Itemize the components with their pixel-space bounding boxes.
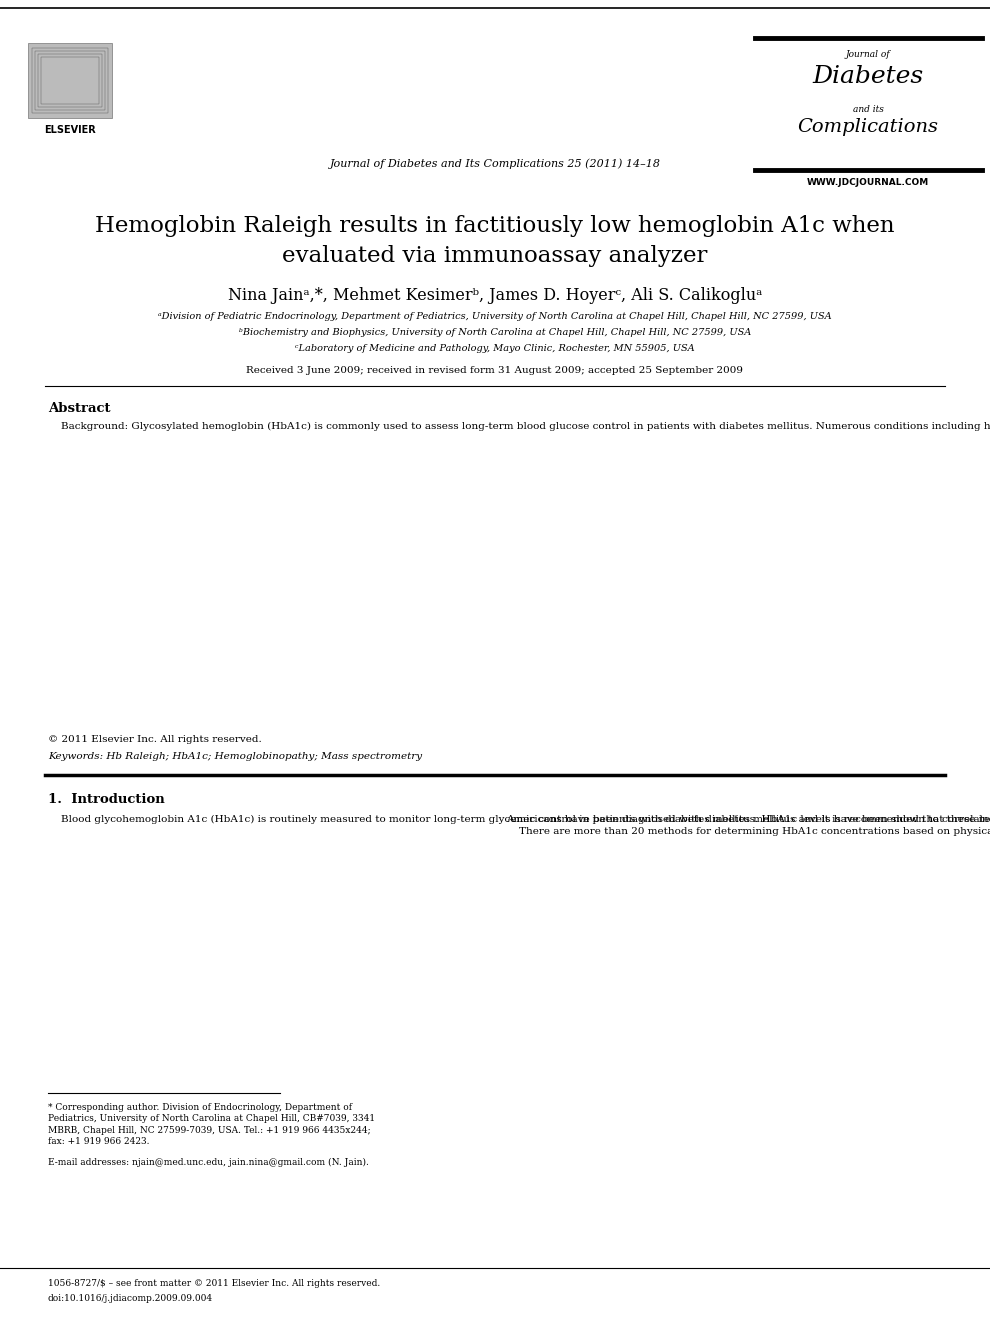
- Text: Diabetes: Diabetes: [813, 65, 924, 88]
- Bar: [41, 57, 99, 104]
- Text: Background: Glycosylated hemoglobin (HbA1c) is commonly used to assess long-term: Background: Glycosylated hemoglobin (HbA…: [48, 422, 990, 432]
- Text: and its: and its: [852, 106, 883, 114]
- Text: © 2011 Elsevier Inc. All rights reserved.: © 2011 Elsevier Inc. All rights reserved…: [48, 735, 261, 744]
- Text: Abstract: Abstract: [48, 403, 111, 414]
- Text: Journal of Diabetes and Its Complications 25 (2011) 14–18: Journal of Diabetes and Its Complication…: [330, 158, 660, 169]
- Text: Americans have been diagnosed with diabetes mellitus and it is recommended that : Americans have been diagnosed with diabe…: [506, 814, 990, 836]
- Text: ᵇBiochemistry and Biophysics, University of North Carolina at Chapel Hill, Chape: ᵇBiochemistry and Biophysics, University…: [239, 327, 751, 337]
- Text: Received 3 June 2009; received in revised form 31 August 2009; accepted 25 Septe: Received 3 June 2009; received in revise…: [247, 366, 743, 375]
- Text: 1056-8727/$ – see front matter © 2011 Elsevier Inc. All rights reserved.: 1056-8727/$ – see front matter © 2011 El…: [48, 1279, 380, 1288]
- Text: Journal of: Journal of: [845, 50, 890, 59]
- Text: ELSEVIER: ELSEVIER: [45, 125, 96, 135]
- Text: Nina Jainᵃ,*, Mehmet Kesimerᵇ, James D. Hoyerᶜ, Ali S. Calikogluᵃ: Nina Jainᵃ,*, Mehmet Kesimerᵇ, James D. …: [228, 286, 762, 304]
- Bar: [35, 51, 105, 110]
- Text: ᵃDivision of Pediatric Endocrinology, Department of Pediatrics, University of No: ᵃDivision of Pediatric Endocrinology, De…: [158, 312, 832, 321]
- Text: Keywords: Hb Raleigh; HbA1c; Hemoglobinopathy; Mass spectrometry: Keywords: Hb Raleigh; HbA1c; Hemoglobino…: [48, 752, 422, 762]
- Text: Hemoglobin Raleigh results in factitiously low hemoglobin A1c when
evaluated via: Hemoglobin Raleigh results in factitious…: [95, 215, 895, 267]
- Bar: [28, 44, 112, 117]
- Text: 1.  Introduction: 1. Introduction: [48, 793, 164, 807]
- Text: doi:10.1016/j.jdiacomp.2009.09.004: doi:10.1016/j.jdiacomp.2009.09.004: [48, 1294, 213, 1303]
- Text: ᶜLaboratory of Medicine and Pathology, Mayo Clinic, Rochester, MN 55905, USA: ᶜLaboratory of Medicine and Pathology, M…: [295, 345, 695, 352]
- Text: Blood glycohemoglobin A1c (HbA1c) is routinely measured to monitor long-term gly: Blood glycohemoglobin A1c (HbA1c) is rou…: [48, 814, 990, 824]
- Text: Complications: Complications: [798, 117, 939, 136]
- Text: * Corresponding author. Division of Endocrinology, Department of
Pediatrics, Uni: * Corresponding author. Division of Endo…: [48, 1104, 375, 1146]
- Bar: [32, 48, 108, 114]
- Bar: [38, 54, 102, 107]
- Text: E-mail addresses: njain@med.unc.edu, jain.nina@gmail.com (N. Jain).: E-mail addresses: njain@med.unc.edu, jai…: [48, 1158, 369, 1167]
- Text: WWW.JDCJOURNAL.COM: WWW.JDCJOURNAL.COM: [807, 178, 930, 187]
